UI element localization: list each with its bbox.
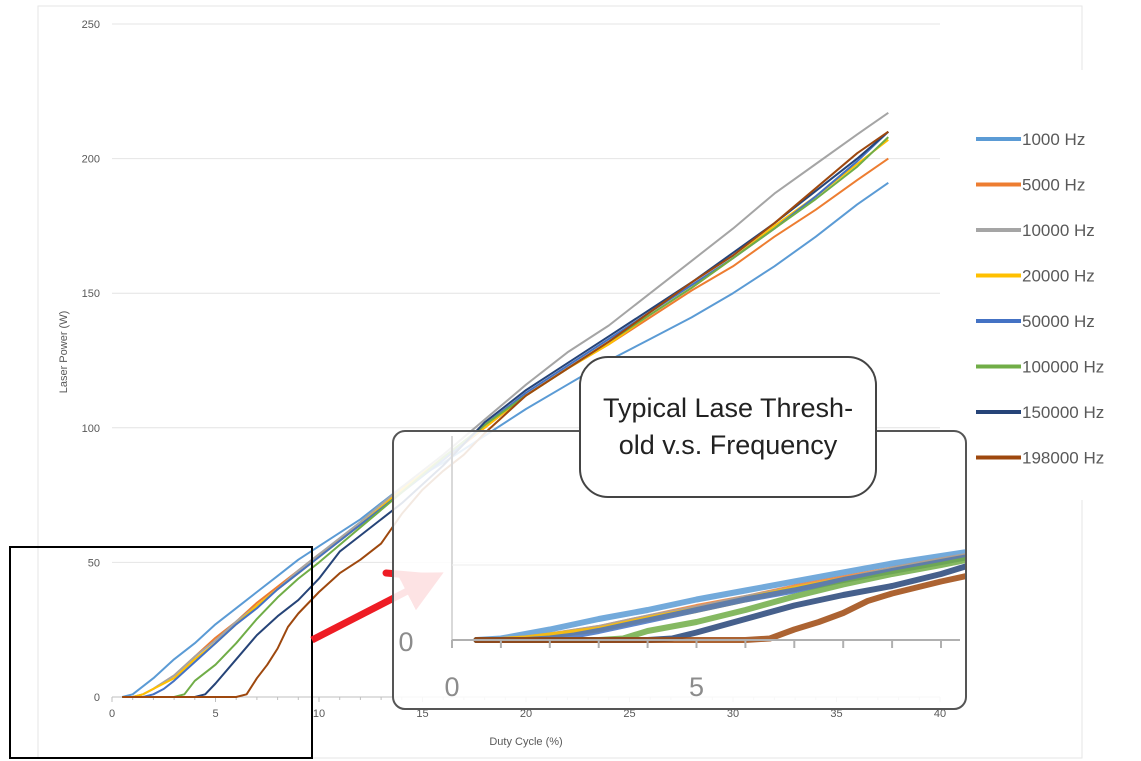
x-tick-label: 40 — [934, 708, 946, 720]
series-lines — [122, 111, 889, 698]
inset-x-tick-label: 0 — [444, 672, 459, 702]
inset-series-line-50000-hz — [473, 432, 965, 643]
inset-x-tick-label: 5 — [689, 672, 704, 702]
inset-callout: Typical Lase Thresh- old v.s. Frequency — [579, 356, 877, 498]
legend-label-5000-hz: 5000 Hz — [1022, 176, 1085, 195]
series-line-10000-hz — [122, 111, 889, 698]
legend: 1000 Hz 5000 Hz 10000 Hz 20000 Hz 50000 Hz 10… — [976, 130, 1104, 468]
legend-label-20000-hz: 20000 Hz — [1022, 267, 1095, 286]
inset-x-axis: 0 5 0 — [398, 627, 960, 702]
x-axis-title: Duty Cycle (%) — [489, 736, 562, 748]
y-axis: 0 50 100 150 200 250 — [82, 19, 100, 704]
legend-label-198000-hz: 198000 Hz — [1022, 449, 1104, 468]
y-tick-label: 100 — [82, 423, 100, 435]
legend-label-50000-hz: 50000 Hz — [1022, 312, 1095, 331]
x-tick-label: 30 — [727, 708, 739, 720]
legend-label-100000-hz: 100000 Hz — [1022, 358, 1104, 377]
x-tick-label: 25 — [623, 708, 635, 720]
inset-y-tick-label: 0 — [398, 627, 413, 657]
inset-series-line-1000-hz — [473, 432, 965, 643]
legend-label-150000-hz: 150000 Hz — [1022, 403, 1104, 422]
inset-zoom-panel: 0 5 0 — [392, 430, 967, 710]
callout-bubble — [579, 356, 877, 498]
callout-title-line-2: old v.s. Frequency — [619, 430, 838, 460]
series-line-100000-hz — [122, 136, 889, 698]
legend-label-1000-hz: 1000 Hz — [1022, 130, 1085, 149]
legend-label-10000-hz: 10000 Hz — [1022, 221, 1095, 240]
zoom-region-box — [9, 546, 313, 759]
y-tick-label: 200 — [82, 154, 100, 166]
y-tick-label: 250 — [82, 19, 100, 31]
x-tick-label: 5 — [212, 708, 218, 720]
x-tick-label: 0 — [109, 708, 115, 720]
x-tick-label: 10 — [313, 708, 325, 720]
legend-area-mask — [1076, 70, 1088, 500]
y-axis-title: Laser Power (W) — [58, 311, 70, 394]
x-tick-label: 35 — [830, 708, 842, 720]
series-line-198000-hz — [122, 130, 889, 698]
callout-title-line-1: Typical Lase Thresh- — [603, 393, 853, 423]
y-tick-label: 150 — [82, 288, 100, 300]
x-tick-label: 15 — [416, 708, 428, 720]
y-tick-label: 0 — [94, 692, 100, 704]
x-tick-label: 20 — [520, 708, 532, 720]
y-tick-label: 50 — [88, 557, 100, 569]
